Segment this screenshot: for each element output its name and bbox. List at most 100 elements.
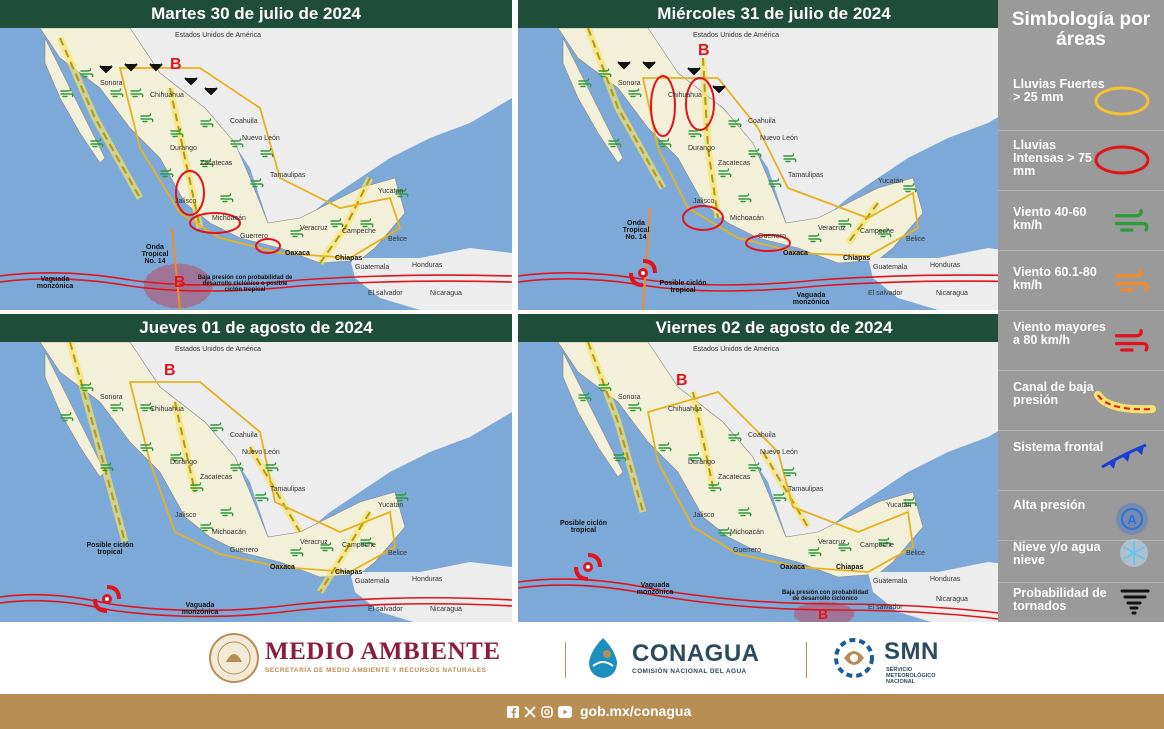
label-veracruz: Veracruz (818, 225, 846, 232)
smn-title: SMN (884, 638, 939, 665)
label-chihuahua: Chihuahua (668, 92, 702, 99)
legend-item-viento-80: Viento mayores a 80 km/h (998, 310, 1164, 371)
label-belice: Belice (906, 236, 926, 243)
label-campeche: Campeche (860, 542, 894, 549)
label-michoacan: Michoacán (730, 529, 764, 536)
label-oaxaca: Oaxaca (270, 564, 295, 571)
low-pressure-marker: B (164, 362, 176, 379)
red-ellipse-icon (1094, 145, 1150, 175)
vaguada-label: Vaguada monzónica (181, 602, 219, 616)
label-veracruz: Veracruz (300, 225, 328, 232)
legend-item-lluvias-fuertes: Lluvias Fuertes > 25 mm (998, 70, 1164, 130)
label-guerrero: Guerrero (758, 233, 787, 240)
tornado-icon (1120, 589, 1150, 615)
low-pressure-channel-icon (1094, 391, 1156, 414)
instagram-icon[interactable] (541, 706, 553, 718)
divider (806, 642, 807, 678)
label-campeche: Campeche (342, 228, 376, 235)
legend-label: Lluvias Fuertes > 25 mm (1013, 77, 1105, 104)
forecast-panel-aug01: Jueves 01 de agosto de 2024 Estados Unid… (0, 314, 512, 624)
high-pressure-icon: A (1116, 503, 1148, 535)
label-sonora: Sonora (100, 80, 123, 87)
vaguada-label: Vaguada monzónica (36, 276, 74, 290)
legend-label: Viento 40-60 km/h (1013, 205, 1087, 232)
label-honduras: Honduras (412, 576, 443, 583)
label-usa: Estados Unidos de América (693, 346, 779, 353)
legend-label: Viento mayores a 80 km/h (1013, 320, 1106, 347)
label-chiapas: Chiapas (335, 255, 363, 262)
legend-item-tornados: Probabilidad de tornados (998, 582, 1164, 623)
divider (565, 642, 566, 678)
label-elsalvador: El salvador (868, 290, 903, 297)
panel-title: Miércoles 31 de julio de 2024 (518, 0, 1030, 28)
low-pressure-marker-sea: B (174, 274, 186, 291)
label-oaxaca: Oaxaca (783, 250, 808, 257)
label-chihuahua: Chihuahua (668, 406, 702, 413)
label-guatemala: Guatemala (355, 578, 390, 585)
label-guerrero: Guerrero (240, 233, 269, 240)
label-guatemala: Guatemala (873, 264, 908, 271)
label-nuevoleon: Nuevo León (242, 135, 280, 142)
label-coahuila: Coahuila (748, 432, 776, 439)
label-coahuila: Coahuila (230, 432, 258, 439)
website-link[interactable]: gob.mx/conagua (580, 703, 692, 719)
legend-item-alta-presion: Alta presión A (998, 490, 1164, 551)
label-belice: Belice (906, 550, 926, 557)
legend-label: Probabilidad de tornados (1013, 586, 1107, 613)
label-nuevoleon: Nuevo León (760, 135, 798, 142)
footer-logos: MEDIO AMBIENTE SECRETARÍA DE MEDIO AMBIE… (0, 622, 1164, 694)
legend-item-nieve: Nieve y/o agua nieve (998, 539, 1164, 583)
legend-item-viento-60-80: Viento 60.1-80 km/h (998, 250, 1164, 311)
yellow-ellipse-icon (1094, 86, 1150, 116)
label-guatemala: Guatemala (873, 578, 908, 585)
medio-ambiente-title: MEDIO AMBIENTE (265, 638, 501, 665)
svg-text:A: A (1127, 512, 1137, 527)
legend-label: Lluvias Intensas > 75 mm (1013, 138, 1092, 178)
bottom-bar: gob.mx/conagua (0, 694, 1164, 729)
label-usa: Estados Unidos de América (693, 32, 779, 39)
legend-label: Alta presión (1013, 498, 1086, 512)
mexico-seal-logo (209, 633, 259, 683)
label-usa: Estados Unidos de América (175, 346, 261, 353)
vaguada-label: Vaguada monzónica (792, 292, 830, 306)
label-elsalvador: El salvador (368, 606, 403, 613)
smn-sub-line: SERVICIO (886, 667, 913, 673)
legend-label: Viento 60.1-80 km/h (1013, 265, 1097, 292)
label-nicaragua: Nicaragua (936, 596, 968, 603)
label-chiapas: Chiapas (335, 569, 363, 576)
weather-map (518, 342, 1030, 624)
label-guerrero: Guerrero (733, 547, 762, 554)
label-nicaragua: Nicaragua (430, 606, 462, 613)
label-sonora: Sonora (618, 80, 641, 87)
label-guatemala: Guatemala (355, 264, 390, 271)
label-nicaragua: Nicaragua (936, 290, 968, 297)
panel-title: Viernes 02 de agosto de 2024 (518, 314, 1030, 342)
label-campeche: Campeche (860, 228, 894, 235)
panel-title: Jueves 01 de agosto de 2024 (0, 314, 512, 342)
youtube-icon[interactable] (558, 706, 572, 718)
x-icon[interactable] (524, 706, 536, 718)
weather-map (518, 28, 1030, 310)
facebook-icon[interactable] (507, 706, 519, 718)
baja-presion-label: Baja presión con probabilidad de desarro… (781, 590, 868, 602)
label-honduras: Honduras (412, 262, 443, 269)
label-durango: Durango (688, 145, 715, 152)
green-wind-icon (1114, 209, 1149, 232)
label-belice: Belice (388, 550, 408, 557)
legend-item-canal-baja: Canal de baja presión (998, 370, 1164, 431)
label-jalisco: Jalisco (175, 512, 197, 519)
low-pressure-marker-sea: B (818, 606, 829, 622)
label-chiapas: Chiapas (843, 255, 871, 262)
label-jalisco: Jalisco (693, 512, 715, 519)
label-coahuila: Coahuila (230, 118, 258, 125)
forecast-panel-jul30: Martes 30 de julio de 2024 Estados Unido… (0, 0, 512, 310)
conagua-subtitle: COMISIÓN NACIONAL DEL AGUA (632, 668, 747, 675)
medio-ambiente-subtitle: SECRETARÍA DE MEDIO AMBIENTE Y RECURSOS … (265, 667, 487, 674)
smn-sub-line: NACIONAL (886, 679, 916, 685)
label-sonora: Sonora (618, 394, 641, 401)
label-yucatan: Yucatán (378, 188, 404, 195)
label-oaxaca: Oaxaca (285, 250, 310, 257)
low-pressure-marker: B (698, 42, 710, 59)
vaguada-label: Vaguada monzónica (636, 582, 674, 596)
label-chihuahua: Chihuahua (150, 92, 184, 99)
